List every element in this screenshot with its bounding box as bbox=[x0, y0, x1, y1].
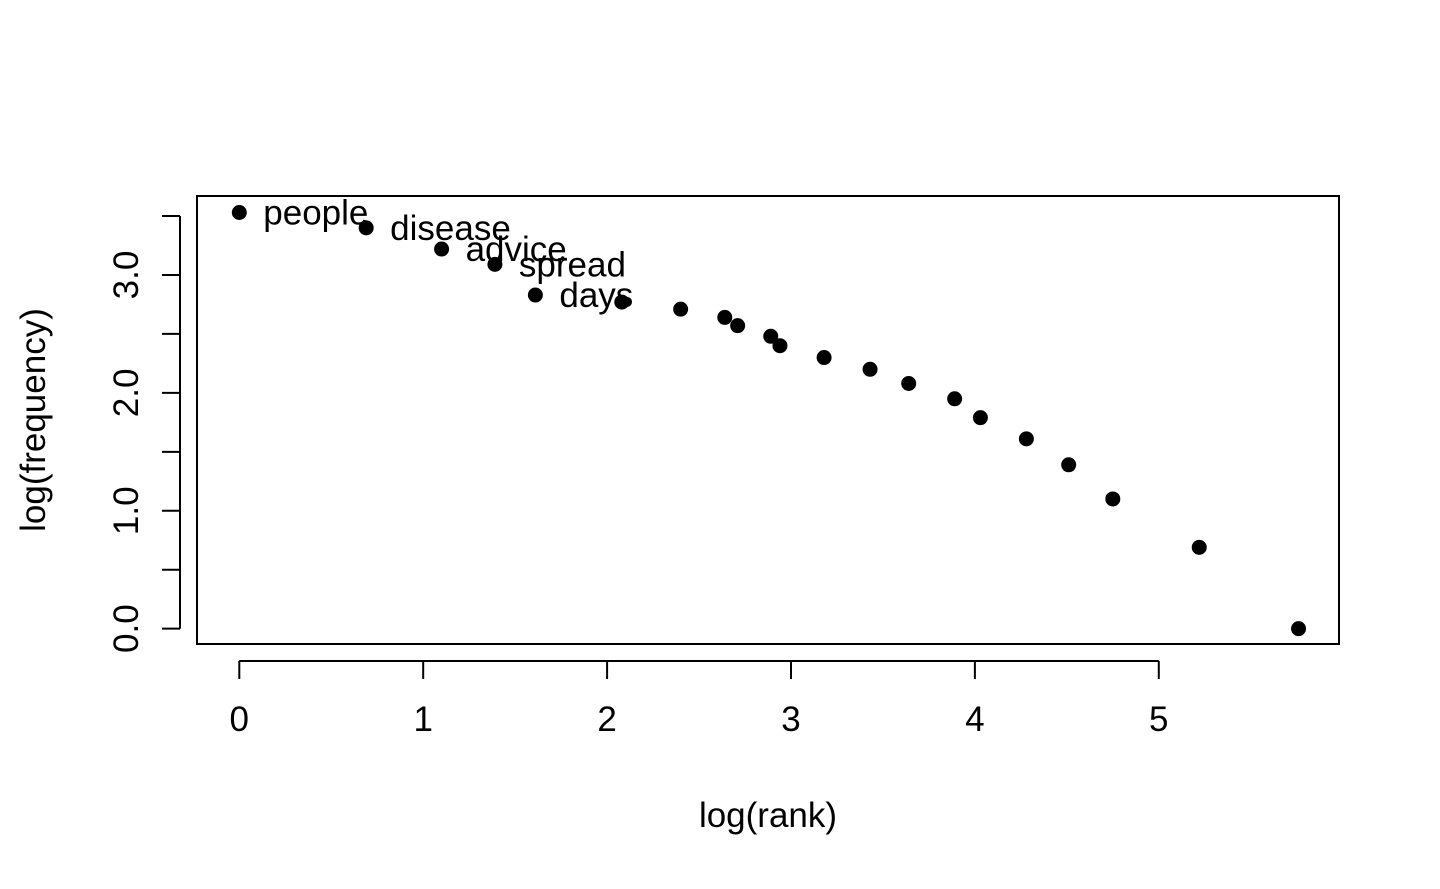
data-point bbox=[1061, 457, 1077, 473]
data-point bbox=[1018, 431, 1034, 447]
y-tick-label: 3.0 bbox=[107, 251, 146, 300]
x-tick-label: 1 bbox=[413, 700, 432, 739]
data-point bbox=[1291, 621, 1307, 637]
x-tick-label: 0 bbox=[230, 700, 249, 739]
data-point bbox=[730, 318, 746, 334]
data-point bbox=[972, 410, 988, 426]
point-label: people bbox=[263, 194, 368, 233]
data-point bbox=[717, 309, 733, 325]
point-label: disease bbox=[390, 209, 511, 248]
y-tick-label: 0.0 bbox=[107, 604, 146, 653]
x-tick-label: 2 bbox=[597, 700, 616, 739]
data-point bbox=[527, 287, 543, 303]
data-point bbox=[434, 241, 450, 257]
x-tick-label: 3 bbox=[781, 700, 800, 739]
y-tick-label: 1.0 bbox=[107, 486, 146, 535]
point-label: days bbox=[559, 276, 633, 315]
data-points bbox=[231, 205, 1307, 637]
data-point bbox=[1191, 539, 1207, 555]
x-tick-label: 4 bbox=[965, 700, 984, 739]
data-point bbox=[772, 338, 788, 354]
data-point bbox=[673, 301, 689, 317]
y-axis-title: log(frequency) bbox=[14, 308, 53, 532]
data-point bbox=[862, 361, 878, 377]
data-point bbox=[614, 294, 630, 310]
plot-frame bbox=[196, 195, 1340, 645]
point-label: spread bbox=[519, 245, 626, 284]
data-point bbox=[358, 220, 374, 236]
data-point bbox=[231, 205, 247, 221]
y-tick-label: 2.0 bbox=[107, 369, 146, 418]
point-label: advice bbox=[466, 230, 567, 269]
data-point bbox=[947, 391, 963, 407]
x-axis-title: log(rank) bbox=[699, 796, 837, 835]
data-point bbox=[487, 256, 503, 272]
data-point bbox=[901, 375, 917, 391]
data-point bbox=[816, 350, 832, 366]
x-axis: 0 1 2 3 4 5 bbox=[230, 660, 1169, 739]
data-point bbox=[1105, 491, 1121, 507]
data-point bbox=[763, 328, 779, 344]
x-tick-label: 5 bbox=[1149, 700, 1168, 739]
y-axis: 0.0 1.0 2.0 3.0 bbox=[107, 215, 181, 653]
